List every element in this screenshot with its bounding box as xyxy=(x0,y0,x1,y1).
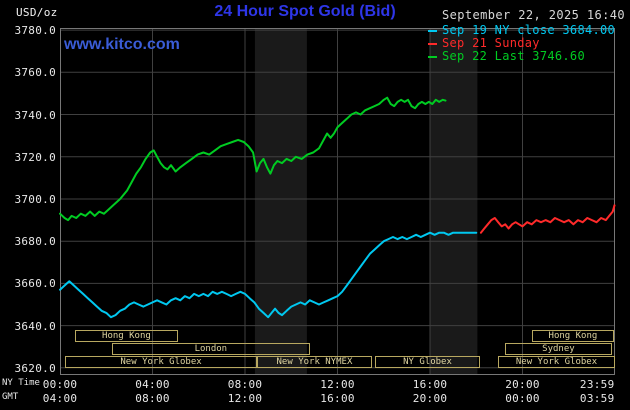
legend: Sep 19 NY close 3684.00 Sep 21 Sunday Sep … xyxy=(428,24,615,63)
legend-label: Sep 21 Sunday xyxy=(442,36,540,50)
x-tick-gmt: 08:00 xyxy=(135,392,170,405)
legend-dash xyxy=(428,42,437,45)
y-tick-label: 3740.0 xyxy=(14,108,56,122)
plot-border xyxy=(60,28,615,375)
kitco-watermark: www.kitco.com xyxy=(64,36,180,53)
session-box: NY Globex xyxy=(375,356,480,368)
legend-label: Sep 22 Last 3746.60 xyxy=(442,49,585,63)
chart-datetime: September 22, 2025 16:40 xyxy=(442,8,625,22)
session-box: Sydney xyxy=(504,343,612,355)
session-box: New York Globex xyxy=(498,356,615,368)
y-tick-label: 3700.0 xyxy=(14,192,56,206)
x-tick-ny: 08:00 xyxy=(227,378,263,391)
y-axis-units: USD/oz xyxy=(16,6,58,19)
series-line-2 xyxy=(59,96,447,222)
session-box: London xyxy=(112,343,310,355)
x-tick-ny: 23:59 xyxy=(579,378,615,391)
legend-dash xyxy=(428,55,437,58)
session-box: Hong Kong xyxy=(531,330,615,342)
chart-title: 24 Hour Spot Gold (Bid) xyxy=(214,3,396,20)
market-hours-band xyxy=(430,28,478,375)
y-tick-label: 3680.0 xyxy=(14,235,56,249)
x-tick-gmt: 20:00 xyxy=(412,392,448,405)
x-tick-gmt: 00:00 xyxy=(505,392,540,405)
x-tick-ny: 00:00 xyxy=(42,378,78,391)
y-tick-label: 3660.0 xyxy=(14,277,56,291)
legend-item: Sep 19 NY close 3684.00 xyxy=(428,24,615,37)
legend-label: Sep 19 NY close 3684.00 xyxy=(442,23,616,37)
x-tick-ny: 20:00 xyxy=(505,378,540,391)
session-box: New York NYMEX xyxy=(257,356,372,368)
y-tick-label: 3620.0 xyxy=(14,361,56,375)
series-line-0 xyxy=(59,231,478,319)
series-line-1 xyxy=(479,204,616,234)
session-box: New York Globex xyxy=(65,356,257,368)
x-tick-gmt: 16:00 xyxy=(320,392,355,405)
legend-item: Sep 21 Sunday xyxy=(428,37,615,50)
y-tick-label: 3760.0 xyxy=(14,66,56,80)
legend-item: Sep 22 Last 3746.60 xyxy=(428,50,615,63)
x-tick-ny: 16:00 xyxy=(412,378,448,391)
x-tick-gmt: 03:59 xyxy=(579,392,615,405)
x-tick-ny: 12:00 xyxy=(320,378,355,391)
market-hours-band xyxy=(254,28,307,375)
x-tick-gmt: 12:00 xyxy=(227,392,263,405)
legend-dash xyxy=(428,29,437,32)
ny-time-axis-label: NY Time xyxy=(2,378,40,388)
y-tick-label: 3720.0 xyxy=(14,150,56,164)
x-tick-gmt: 04:00 xyxy=(42,392,78,405)
y-tick-label: 3780.0 xyxy=(14,24,56,38)
session-box: Hong Kong xyxy=(75,330,178,342)
y-tick-label: 3640.0 xyxy=(14,319,56,333)
gmt-axis-label: GMT xyxy=(2,392,19,402)
x-tick-ny: 04:00 xyxy=(135,378,170,391)
